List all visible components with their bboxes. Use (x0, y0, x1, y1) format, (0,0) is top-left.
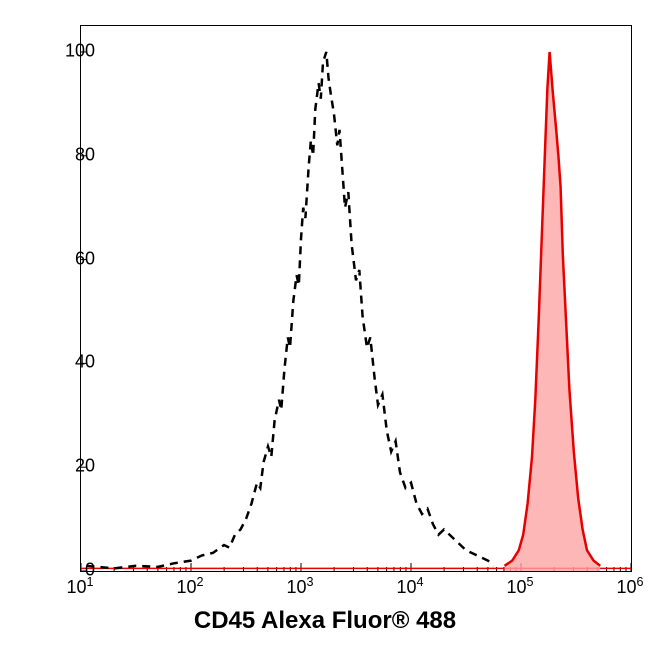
y-tick-label: 100 (65, 40, 95, 61)
x-tick-label: 103 (286, 575, 313, 598)
x-tick-label: 101 (66, 575, 93, 598)
x-tick-label: 105 (506, 575, 533, 598)
x-tick-label: 102 (176, 575, 203, 598)
x-tick-label: 104 (396, 575, 423, 598)
y-tick-label: 40 (75, 352, 95, 373)
y-tick-label: 80 (75, 144, 95, 165)
y-tick-label: 60 (75, 248, 95, 269)
plot-area (80, 25, 632, 572)
y-tick-label: 20 (75, 456, 95, 477)
x-tick-label: 106 (616, 575, 643, 598)
x-axis-label: CD45 Alexa Fluor® 488 (194, 607, 456, 635)
histogram-svg (81, 26, 631, 571)
